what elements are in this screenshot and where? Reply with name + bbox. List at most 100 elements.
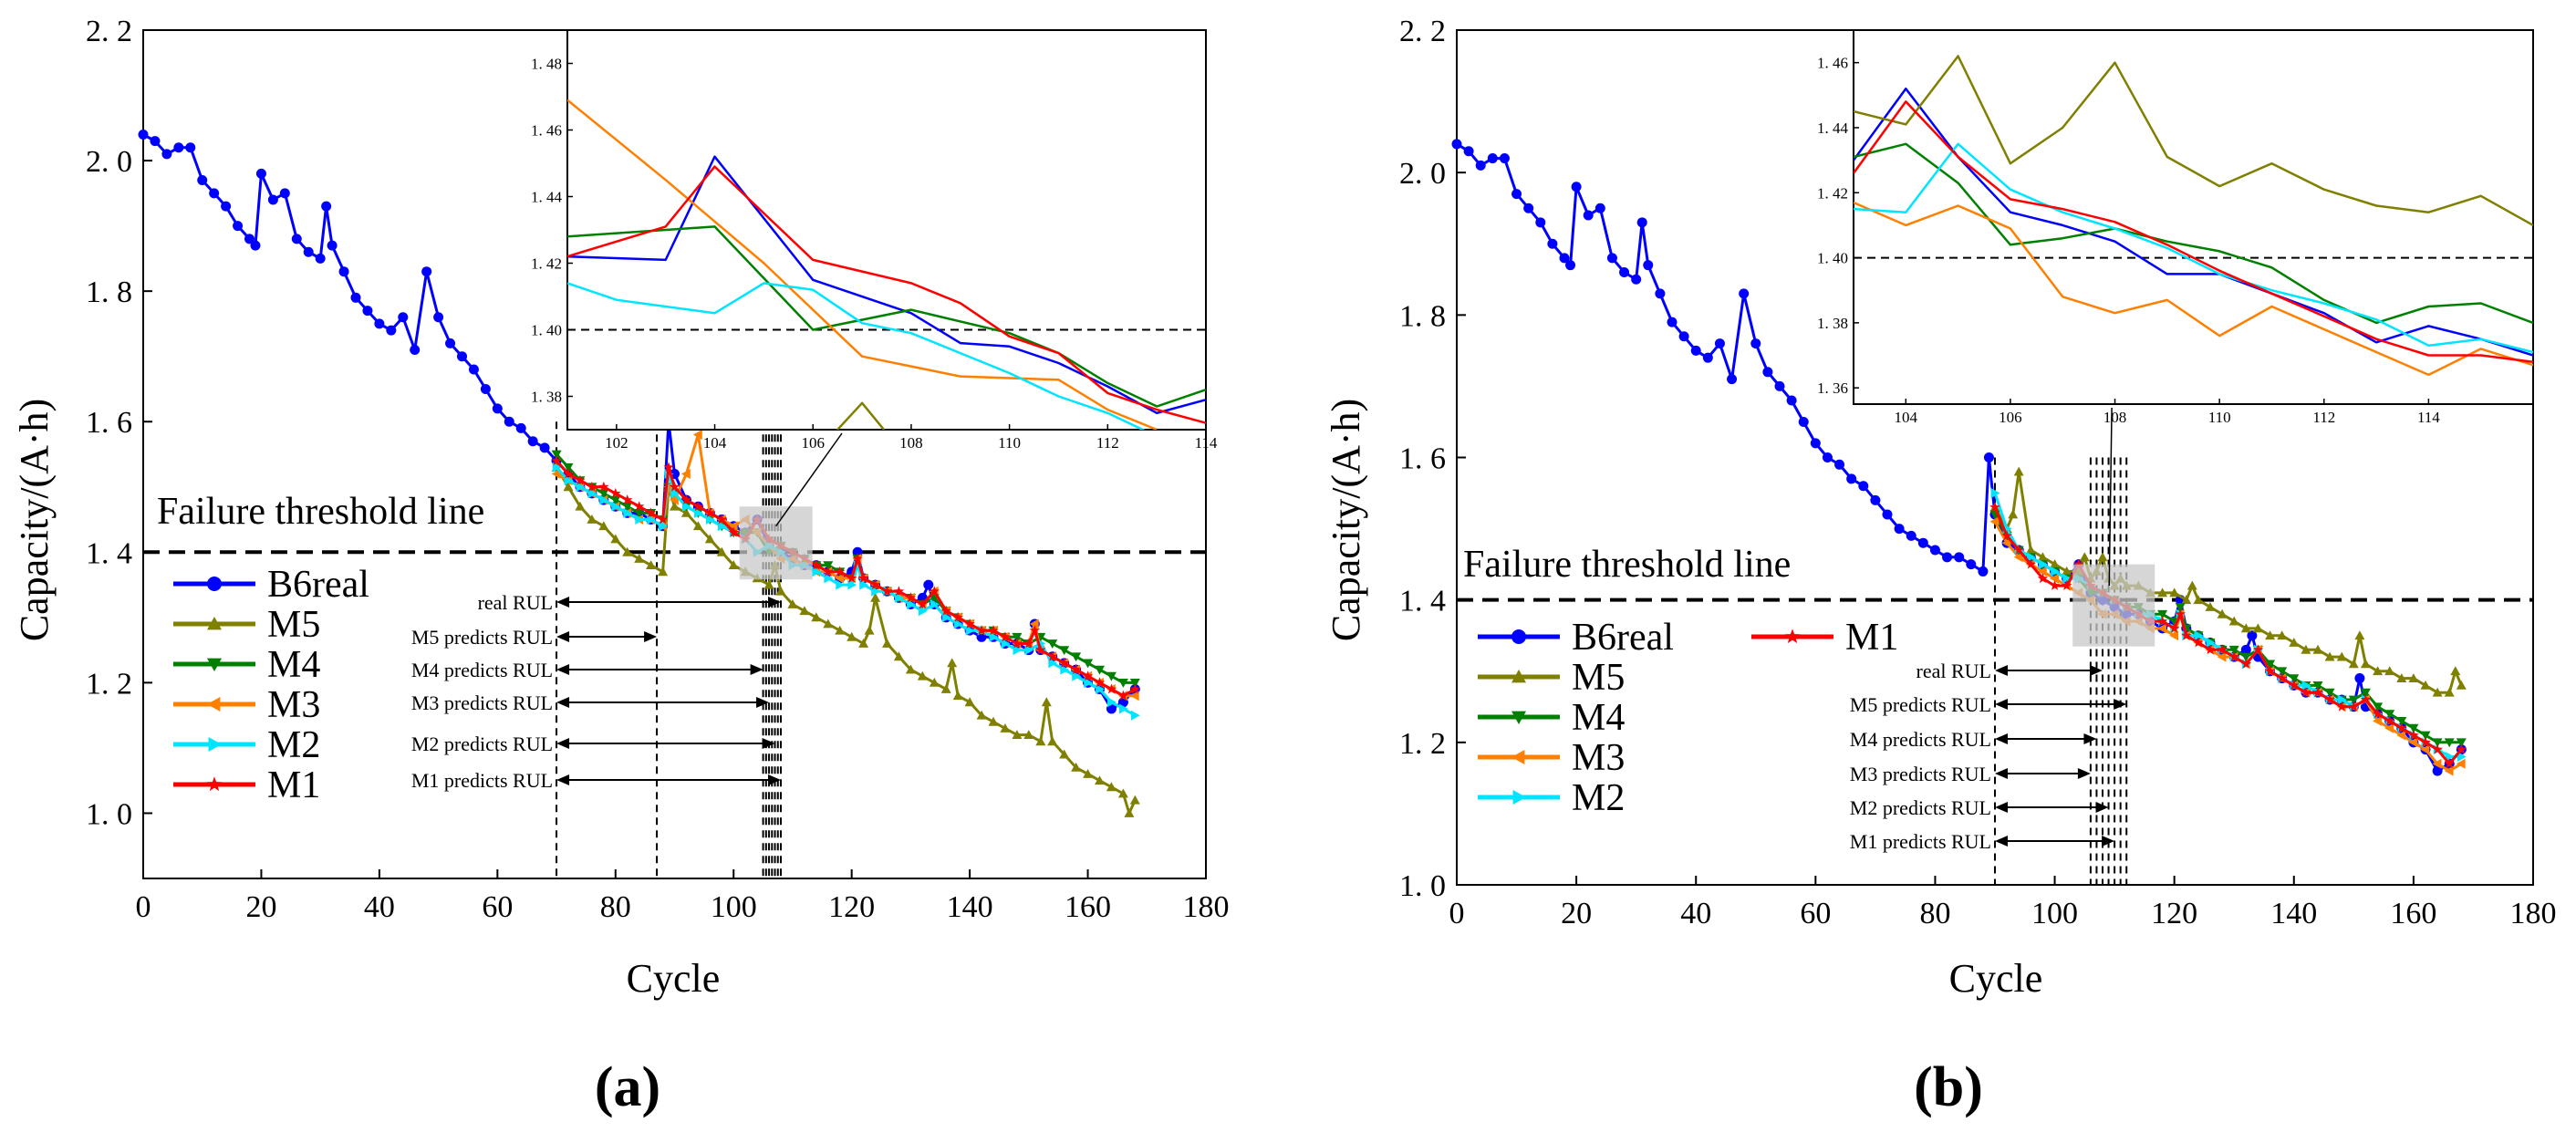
data-point-M5 xyxy=(905,664,916,674)
data-point-M1 xyxy=(823,566,834,577)
data-point-M2 xyxy=(1060,664,1070,675)
data-point-M5 xyxy=(634,554,645,563)
data-point-M5 xyxy=(864,625,875,635)
series-M1 xyxy=(551,455,1141,701)
data-point-M5 xyxy=(680,507,691,517)
data-point-M5 xyxy=(1041,697,1052,707)
legend-marker-B6real xyxy=(1511,629,1526,644)
data-point-B6real xyxy=(1894,524,1905,535)
data-point-M1 xyxy=(2289,680,2300,691)
data-point-M3 xyxy=(2013,552,2023,563)
data-point-M1 xyxy=(1012,638,1023,649)
data-point-M2 xyxy=(2337,694,2347,705)
data-point-B6real xyxy=(1463,146,1474,157)
legend-marker-M2 xyxy=(208,737,222,752)
data-point-M4 xyxy=(1071,652,1082,662)
data-point-M1 xyxy=(692,501,704,512)
data-point-M1 xyxy=(2240,658,2252,669)
data-point-B6real xyxy=(1499,153,1510,164)
zoom-connector xyxy=(2108,407,2113,587)
inset-y-tick-label: 1. 36 xyxy=(1817,379,1848,397)
legend-label-M2: M2 xyxy=(1572,777,1625,819)
data-point-M1 xyxy=(1070,664,1082,674)
rul-arrowhead xyxy=(556,664,570,675)
data-point-M5 xyxy=(870,592,881,602)
data-point-M5 xyxy=(2240,623,2251,633)
inset-b: 104 106 108 110 112 114 1. 36 1. 38 1. 40 1. 42 1.… xyxy=(1817,29,2534,426)
data-point-M1 xyxy=(2372,708,2384,719)
data-point-M5 xyxy=(2277,630,2288,640)
data-point-B6real xyxy=(1690,345,1701,356)
inset-y-tick-label: 1. 46 xyxy=(531,122,562,140)
data-point-M4 xyxy=(2396,717,2407,726)
data-point-B6real xyxy=(1798,416,1809,427)
x-tick-label: 80 xyxy=(600,890,631,924)
data-point-M1 xyxy=(2168,622,2180,633)
inset-y-tick-label: 1. 44 xyxy=(531,189,563,206)
series-M2 xyxy=(1990,488,2467,762)
data-point-M5 xyxy=(622,546,633,556)
data-point-M3 xyxy=(2157,623,2166,634)
y-tick-label: 1. 8 xyxy=(86,275,132,309)
data-point-M1 xyxy=(1058,657,1070,668)
data-point-M1 xyxy=(2432,743,2443,754)
data-point-M5 xyxy=(1129,795,1140,805)
data-point-M5 xyxy=(988,716,999,726)
data-point-M1 xyxy=(2181,629,2192,640)
data-point-M3 xyxy=(2050,573,2059,584)
data-point-M3 xyxy=(2384,722,2394,733)
data-point-M5 xyxy=(947,658,958,668)
legend-label-M3: M3 xyxy=(1572,737,1625,779)
data-point-M5 xyxy=(2037,552,2048,562)
legend-marker-M5 xyxy=(1511,670,1526,683)
rul-arrowhead xyxy=(1995,699,2008,710)
series-M4 xyxy=(1989,510,2467,748)
inset-series-group xyxy=(567,99,1206,430)
data-point-B6real xyxy=(1966,559,1977,570)
data-point-M2 xyxy=(1119,703,1128,714)
data-point-M5 xyxy=(2025,545,2036,555)
data-point-M2 xyxy=(659,521,669,532)
data-point-B6real xyxy=(267,194,278,205)
data-point-B6real xyxy=(1929,545,1940,556)
rul-label: M3 predicts RUL xyxy=(411,691,553,714)
data-point-M1 xyxy=(1000,631,1011,642)
legend-label-M4: M4 xyxy=(267,644,320,686)
data-point-M1 xyxy=(2324,693,2335,704)
data-point-B6real xyxy=(1858,481,1869,492)
x-tick-label: 120 xyxy=(828,890,875,924)
data-point-M4 xyxy=(610,495,621,505)
x-tick-label: 40 xyxy=(1680,897,1711,930)
data-point-B6real xyxy=(2240,644,2251,655)
data-point-M1 xyxy=(852,553,863,564)
rul-label: M1 predicts RUL xyxy=(411,769,553,792)
data-point-M3 xyxy=(692,430,702,440)
data-point-B6real xyxy=(1786,395,1797,406)
data-point-B6real xyxy=(457,351,467,362)
inset-frame xyxy=(1853,29,2534,405)
data-point-M3 xyxy=(1129,691,1139,701)
data-point-B6real xyxy=(1727,374,1738,385)
inset-y-tick-label: 1. 40 xyxy=(1817,250,1848,267)
data-point-M2 xyxy=(705,514,715,525)
data-point-B6real xyxy=(386,325,397,336)
data-point-M1 xyxy=(1035,644,1046,655)
series-M3 xyxy=(1989,516,2466,776)
panel-label-a: (a) xyxy=(595,1056,660,1118)
data-point-M5 xyxy=(1023,730,1034,739)
inset-y-tick-label: 1. 40 xyxy=(531,322,562,339)
data-point-M5 xyxy=(2008,509,2019,519)
series-M1 xyxy=(1989,502,2467,769)
data-point-M2 xyxy=(623,507,633,518)
rul-label: real RUL xyxy=(1916,660,1991,682)
data-point-B6real xyxy=(1846,473,1857,484)
data-point-M1 xyxy=(728,526,739,537)
data-point-M1 xyxy=(917,598,929,609)
data-point-M5 xyxy=(2252,623,2263,633)
series-line-M3 xyxy=(1993,521,2463,773)
series-line-M4 xyxy=(555,452,1136,684)
data-point-M4 xyxy=(2408,723,2419,733)
rul-arrowhead xyxy=(1995,733,2008,744)
